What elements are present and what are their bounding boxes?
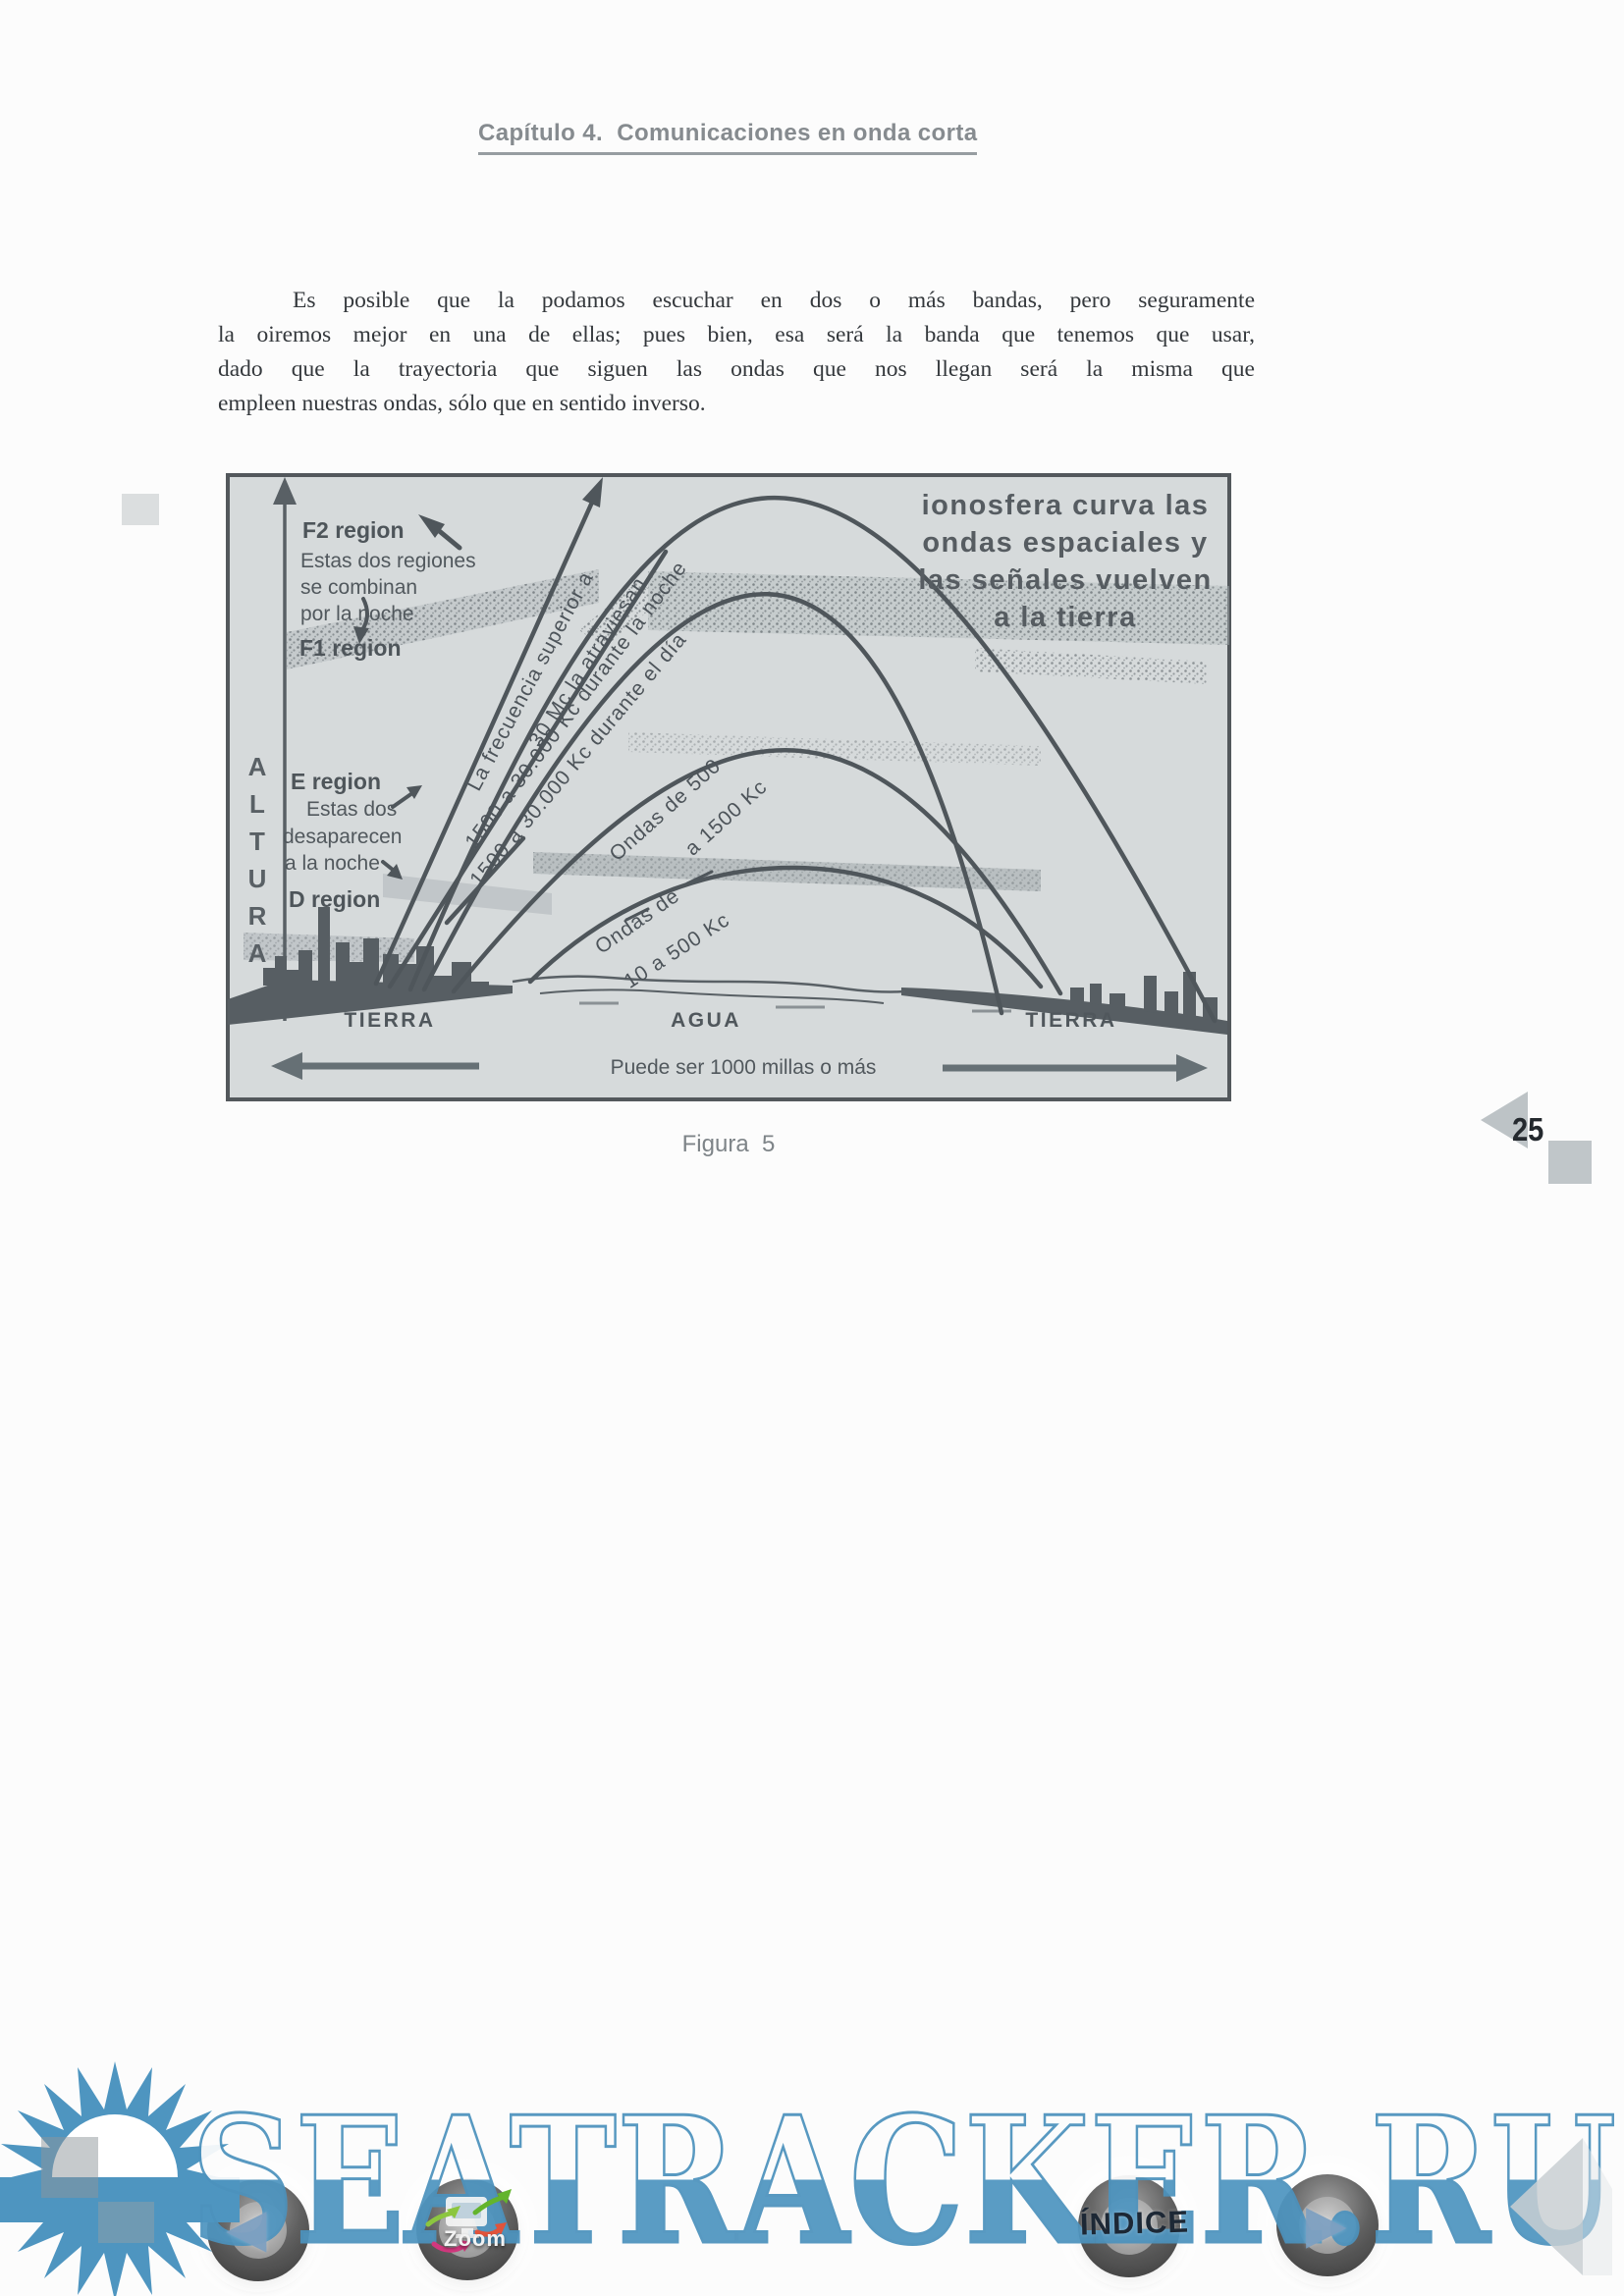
f1-region-label: F1 region [299, 635, 402, 661]
svg-text:se combinan: se combinan [300, 576, 417, 599]
tierra-left-label: TIERRA [344, 1009, 435, 1032]
ionosphere-band-f [287, 569, 1229, 684]
watermark-text: SEATRACKER.RU [190, 2078, 1616, 2283]
scan-artifact-square [122, 494, 159, 525]
corner-page-curl [1583, 2138, 1612, 2275]
indice-button[interactable] [1078, 2175, 1180, 2277]
arc-low-wave [527, 865, 1044, 989]
pager-bookmark-square [1548, 1141, 1592, 1184]
svg-text:Estas dos: Estas dos [306, 798, 397, 821]
altitude-axis-label: A L T U R A [248, 752, 267, 968]
zoom-logo-icon[interactable] [416, 2185, 518, 2269]
distance-label: Puede ser 1000 millas o más [611, 1056, 877, 1079]
ground-labels: TIERRA AGUA TIERRA [344, 1009, 1116, 1032]
city-skyline-right [1070, 972, 1218, 1021]
arc-medium-wave [451, 748, 1063, 996]
indice-button-label[interactable]: ÍNDICE [1079, 2204, 1190, 2242]
agua-label: AGUA [671, 1009, 741, 1032]
ionosphere-callout: ionosfera curva las ondas espaciales y l… [918, 490, 1212, 633]
svg-text:U: U [248, 864, 267, 893]
svg-text:Estas dos regiones: Estas dos regiones [300, 550, 476, 572]
sky-wave-arcs [407, 496, 1218, 1024]
page-number: 25 [1512, 1111, 1544, 1148]
svg-text:T: T [249, 827, 265, 856]
water-surface [512, 975, 1011, 1013]
svg-text:A: A [248, 938, 267, 968]
ionosphere-band-middle [628, 732, 1041, 766]
svg-text:ondas espaciales y: ondas espaciales y [922, 527, 1208, 559]
svg-text:a la noche: a la noche [285, 852, 380, 875]
svg-text:L: L [249, 789, 265, 819]
annotation-arrows [353, 514, 462, 880]
svg-text:por la noche: por la noche [300, 603, 414, 625]
figure-caption: Figura 5 [681, 1131, 776, 1157]
svg-text:R: R [248, 901, 267, 931]
arc-day-high [421, 592, 1004, 1016]
ionosphere-band-e [533, 852, 1041, 891]
e-region-label: E region [291, 769, 381, 794]
arc-night-high [407, 496, 1218, 1024]
distance-arrows [271, 1052, 1208, 1082]
svg-text:las señales vuelven: las señales vuelven [918, 564, 1212, 596]
svg-text:ionosfera curva las: ionosfera curva las [922, 490, 1210, 521]
scan-artifact-square [41, 2137, 98, 2198]
ground-terrain [228, 907, 1227, 1035]
chapter-heading: Capítulo 4. Comunicaciones en onda corta [478, 120, 978, 155]
paragraph-line: Es posible que la podamos escuchar en do… [293, 288, 1255, 313]
paragraph-line: empleen nuestras ondas, sólo que en sent… [218, 391, 706, 416]
watermark-layer: SEATRACKER.RU [0, 2061, 1618, 2296]
next-track-button[interactable] [1276, 2174, 1379, 2276]
play-next-icon[interactable]: ▶ [1306, 2195, 1347, 2254]
altitude-axis [273, 477, 297, 1021]
paragraph-line: dado que la trayectoria que siguen las o… [218, 356, 1255, 382]
d-region-label: D region [289, 886, 380, 912]
city-skyline-left [263, 907, 489, 986]
prev-icon[interactable]: ◀ [226, 2199, 267, 2258]
escaping-rays [373, 477, 714, 989]
zoom-button-label[interactable]: Zoom [444, 2226, 507, 2251]
svg-text:A: A [248, 752, 267, 781]
svg-text:desaparecen: desaparecen [283, 826, 402, 848]
ionosphere-bands [244, 569, 1229, 962]
figure-5-diagram: A L T U R A [226, 473, 1231, 1101]
region-labels: F2 region F1 region E region D region [289, 517, 405, 912]
f2-region-label: F2 region [302, 517, 405, 543]
corner-back-arrow-icon[interactable] [1510, 2138, 1583, 2275]
svg-text:a la tierra: a la tierra [994, 602, 1136, 633]
paragraph-line: la oiremos mejor en una de ellas; pues b… [218, 322, 1255, 347]
region-notes: Estas dos regiones se combinan por la no… [283, 550, 476, 875]
scan-artifact-square [98, 2202, 154, 2243]
tierra-right-label: TIERRA [1025, 1009, 1116, 1032]
body-paragraph: Es posible que la podamos escuchar en do… [218, 284, 1255, 421]
